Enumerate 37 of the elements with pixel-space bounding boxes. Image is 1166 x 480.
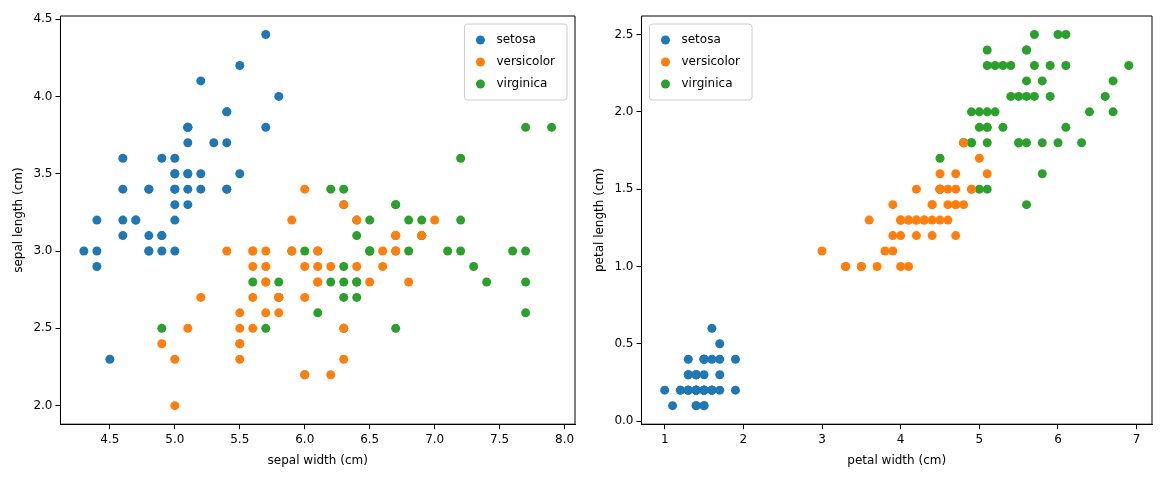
- legend-label: setosa: [681, 32, 721, 47]
- y-axis-title: petal length (cm): [592, 168, 607, 273]
- x-tick-label: 6.0: [295, 431, 315, 446]
- y-tick-label: 3.5: [33, 165, 53, 180]
- x-axis-title: petal width (cm): [847, 452, 947, 467]
- legend-label: setosa: [496, 32, 536, 47]
- x-tick-label: 7: [1132, 431, 1141, 446]
- x-axis-title: sepal width (cm): [267, 452, 368, 467]
- x-tick-label: 5.0: [165, 431, 185, 446]
- x-tick-label: 6: [1054, 431, 1062, 446]
- x-tick-label: 8.0: [555, 431, 575, 446]
- x-tick-label: 2: [739, 431, 748, 446]
- y-tick-label: 4.5: [33, 11, 53, 26]
- y-tick-label: 1.5: [614, 181, 634, 196]
- x-tick-label: 5: [975, 431, 984, 446]
- x-tick-label: 4: [896, 431, 905, 446]
- y-tick-label: 4.0: [33, 88, 53, 103]
- y-tick-label: 2.0: [614, 103, 634, 118]
- x-tick-label: 3: [818, 431, 826, 446]
- x-tick-label: 7.0: [425, 431, 445, 446]
- y-tick-label: 2.5: [614, 26, 634, 41]
- y-tick-label: 0.5: [614, 335, 634, 350]
- legend-label: versicolor: [496, 54, 556, 69]
- x-tick-label: 7.5: [490, 431, 510, 446]
- x-tick-label: 6.5: [360, 431, 380, 446]
- x-tick-label: 4.5: [100, 431, 120, 446]
- y-tick-label: 0.0: [614, 413, 634, 428]
- y-tick-label: 2.5: [33, 320, 53, 335]
- y-tick-label: 1.0: [614, 258, 634, 273]
- x-tick-label: 5.5: [230, 431, 250, 446]
- legend-label: virginica: [681, 76, 733, 91]
- legend-label: versicolor: [681, 54, 741, 69]
- legend-label: virginica: [496, 76, 548, 91]
- y-tick-label: 2.0: [33, 397, 53, 412]
- x-tick-label: 1: [660, 431, 669, 446]
- y-axis-title: sepal length (cm): [11, 167, 26, 273]
- y-tick-label: 3.0: [33, 243, 53, 258]
